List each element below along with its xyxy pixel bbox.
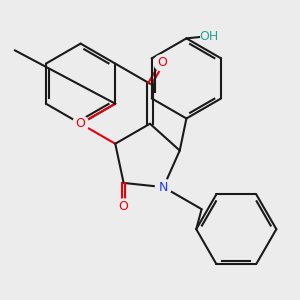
Text: O: O	[119, 200, 128, 214]
Text: N: N	[159, 181, 168, 194]
Text: O: O	[157, 56, 167, 69]
Text: O: O	[76, 117, 85, 130]
Circle shape	[154, 55, 170, 71]
Circle shape	[116, 199, 132, 215]
Circle shape	[155, 179, 172, 195]
Text: OH: OH	[199, 30, 218, 43]
Circle shape	[201, 28, 217, 44]
Circle shape	[73, 116, 88, 132]
